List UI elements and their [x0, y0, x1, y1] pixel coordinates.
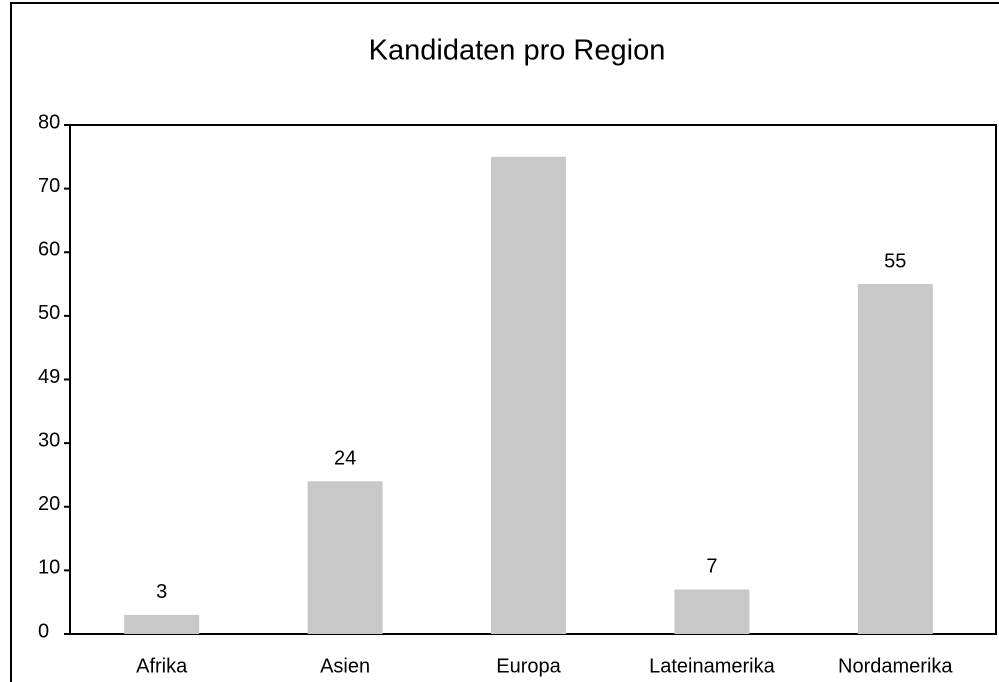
bar [307, 481, 383, 634]
chart-frame [10, 2, 999, 682]
y-tick-label: 10 [38, 557, 60, 579]
data-label: 55 [884, 250, 906, 272]
data-label: 24 [334, 448, 356, 470]
y-tick-label: 60 [38, 239, 60, 261]
bar [124, 614, 200, 634]
bar [491, 156, 566, 634]
data-label: 7 [706, 556, 717, 578]
chart-title: Kandidaten pro Region [369, 35, 666, 67]
y-tick-label: 80 [38, 111, 60, 133]
y-tick-label: 70 [38, 175, 60, 197]
x-tick-label: Nordamerika [838, 655, 953, 677]
bar [857, 284, 933, 634]
x-tick-label: Europa [496, 655, 561, 677]
y-tick-label: 20 [38, 493, 60, 515]
y-tick-label: 30 [38, 429, 60, 451]
y-tick-label: 50 [38, 302, 60, 324]
x-tick-label: Lateinamerika [649, 655, 776, 677]
x-tick-label: Asien [320, 655, 370, 677]
x-tick-label: Afrika [136, 655, 188, 677]
y-tick-label: 49 [38, 366, 60, 388]
bar [674, 589, 750, 634]
data-label: 3 [156, 581, 167, 603]
y-tick-label: 0 [38, 620, 49, 642]
